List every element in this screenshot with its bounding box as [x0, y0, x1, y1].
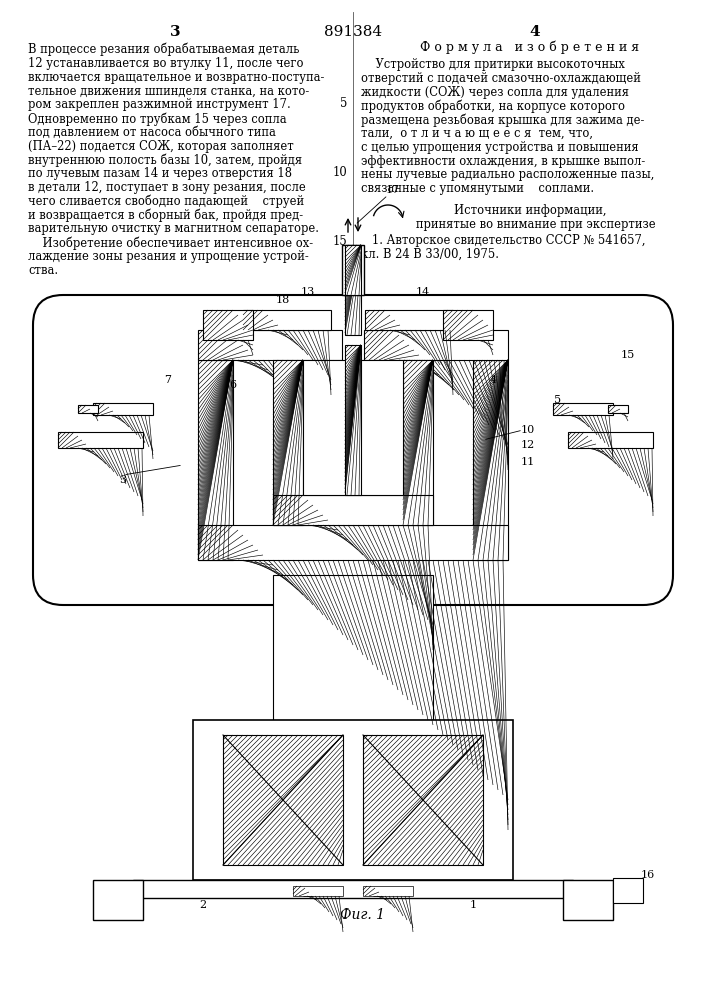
Text: 4: 4 — [530, 25, 540, 39]
Bar — [78, 405, 98, 413]
Bar — [365, 310, 453, 330]
Text: 12 устанавливается во втулку 11, после чего: 12 устанавливается во втулку 11, после ч… — [28, 57, 303, 70]
Bar — [273, 575, 433, 720]
FancyBboxPatch shape — [33, 295, 673, 605]
Bar — [553, 403, 613, 415]
Bar — [93, 403, 153, 415]
Text: варительную очистку в магнитном сепараторе.: варительную очистку в магнитном сепарато… — [28, 222, 319, 235]
Text: нены лучевые радиально расположенные пазы,: нены лучевые радиально расположенные паз… — [361, 168, 655, 181]
Text: в детали 12, поступает в зону резания, после: в детали 12, поступает в зону резания, п… — [28, 181, 305, 194]
Bar — [345, 245, 361, 295]
Bar — [243, 310, 331, 330]
Text: 7: 7 — [165, 375, 172, 385]
Bar — [342, 245, 364, 295]
Bar — [293, 886, 343, 896]
Text: эффективности охлаждения, в крышке выпол-: эффективности охлаждения, в крышке выпол… — [361, 155, 645, 168]
Text: тали,  о т л и ч а ю щ е е с я  тем, что,: тали, о т л и ч а ю щ е е с я тем, что, — [361, 127, 593, 140]
Text: Источники информации,: Источники информации, — [454, 204, 606, 217]
Bar — [363, 735, 483, 865]
Text: 3: 3 — [170, 25, 180, 39]
Bar — [193, 720, 513, 880]
Text: принятые во внимание при экспертизе: принятые во внимание при экспертизе — [404, 218, 655, 231]
Text: В процессе резания обрабатываемая деталь: В процессе резания обрабатываемая деталь — [28, 43, 299, 56]
Bar — [203, 310, 253, 340]
Bar — [364, 330, 508, 360]
Text: 5: 5 — [554, 395, 561, 405]
Text: ства.: ства. — [28, 264, 58, 277]
Text: 1: 1 — [469, 900, 477, 910]
Text: ром закреплен разжимной инструмент 17.: ром закреплен разжимной инструмент 17. — [28, 98, 291, 111]
Text: 17: 17 — [386, 185, 400, 195]
Text: 891384: 891384 — [324, 25, 382, 39]
Text: и возвращается в сборный бак, пройдя пред-: и возвращается в сборный бак, пройдя пре… — [28, 209, 303, 222]
Text: 10: 10 — [521, 425, 535, 435]
Bar — [273, 360, 303, 525]
Bar — [443, 310, 493, 340]
Text: 5: 5 — [339, 97, 347, 110]
Bar — [608, 405, 628, 413]
Bar — [345, 345, 361, 495]
Text: лаждение зоны резания и упрощение устрой-: лаждение зоны резания и упрощение устрой… — [28, 250, 309, 263]
Text: под давлением от насоса обычного типа: под давлением от насоса обычного типа — [28, 126, 276, 139]
Text: 6: 6 — [230, 380, 237, 390]
Text: 3: 3 — [119, 475, 127, 485]
Bar — [345, 245, 361, 335]
Text: (ПА–22) подается СОЖ, которая заполняет: (ПА–22) подается СОЖ, которая заполняет — [28, 140, 293, 153]
Text: 12: 12 — [521, 440, 535, 450]
Bar — [223, 735, 343, 865]
Text: 2: 2 — [199, 900, 206, 910]
Text: 10: 10 — [332, 166, 347, 179]
Text: Ф о р м у л а   и з о б р е т е н и я: Ф о р м у л а и з о б р е т е н и я — [421, 40, 640, 53]
Bar — [198, 525, 508, 560]
Text: 15: 15 — [332, 235, 347, 248]
Bar — [613, 878, 643, 903]
Text: 16: 16 — [641, 870, 655, 880]
Text: 4: 4 — [489, 375, 496, 385]
Text: Одновременно по трубкам 15 через сопла: Одновременно по трубкам 15 через сопла — [28, 112, 286, 125]
Text: кл. В 24 В 33/00, 1975.: кл. В 24 В 33/00, 1975. — [361, 247, 499, 260]
Text: 15: 15 — [621, 350, 635, 360]
Text: 14: 14 — [416, 287, 430, 297]
Bar — [198, 330, 342, 360]
Text: 13: 13 — [301, 287, 315, 297]
Bar — [363, 886, 413, 896]
Bar — [568, 432, 653, 448]
Text: отверстий с подачей смазочно-охлаждающей: отверстий с подачей смазочно-охлаждающей — [361, 72, 641, 85]
Text: Изобретение обеспечивает интенсивное ох-: Изобретение обеспечивает интенсивное ох- — [28, 236, 313, 250]
Bar — [403, 360, 433, 525]
Text: чего сливается свободно падающей    струей: чего сливается свободно падающей струей — [28, 195, 304, 208]
Text: Фиг. 1: Фиг. 1 — [341, 908, 385, 922]
Bar — [273, 495, 433, 525]
Text: внутреннюю полость базы 10, затем, пройдя: внутреннюю полость базы 10, затем, пройд… — [28, 153, 302, 167]
Text: продуктов обработки, на корпусе которого: продуктов обработки, на корпусе которого — [361, 99, 625, 113]
Text: включается вращательное и возвратно-поступа-: включается вращательное и возвратно-пост… — [28, 71, 325, 84]
Bar — [93, 880, 143, 920]
Text: 11: 11 — [521, 457, 535, 467]
Bar — [58, 432, 143, 448]
Bar — [303, 360, 403, 495]
Bar — [473, 360, 508, 560]
Bar — [198, 360, 233, 560]
Text: связанные с упомянутыми    соплами.: связанные с упомянутыми соплами. — [361, 182, 594, 195]
Text: жидкости (СОЖ) через сопла для удаления: жидкости (СОЖ) через сопла для удаления — [361, 86, 629, 99]
Text: с целью упрощения устройства и повышения: с целью упрощения устройства и повышения — [361, 141, 638, 154]
Bar — [133, 880, 573, 898]
Text: размещена резьбовая крышка для зажима де-: размещена резьбовая крышка для зажима де… — [361, 113, 644, 127]
Text: 1. Авторское свидетельство СССР № 541657,: 1. Авторское свидетельство СССР № 541657… — [361, 234, 645, 247]
Text: тельное движения шпинделя станка, на кото-: тельное движения шпинделя станка, на кот… — [28, 84, 309, 97]
Text: Устройство для притирки высокоточных: Устройство для притирки высокоточных — [361, 58, 625, 71]
Text: по лучевым пазам 14 и через отверстия 18: по лучевым пазам 14 и через отверстия 18 — [28, 167, 292, 180]
Bar — [563, 880, 613, 920]
Text: 18: 18 — [276, 295, 290, 305]
